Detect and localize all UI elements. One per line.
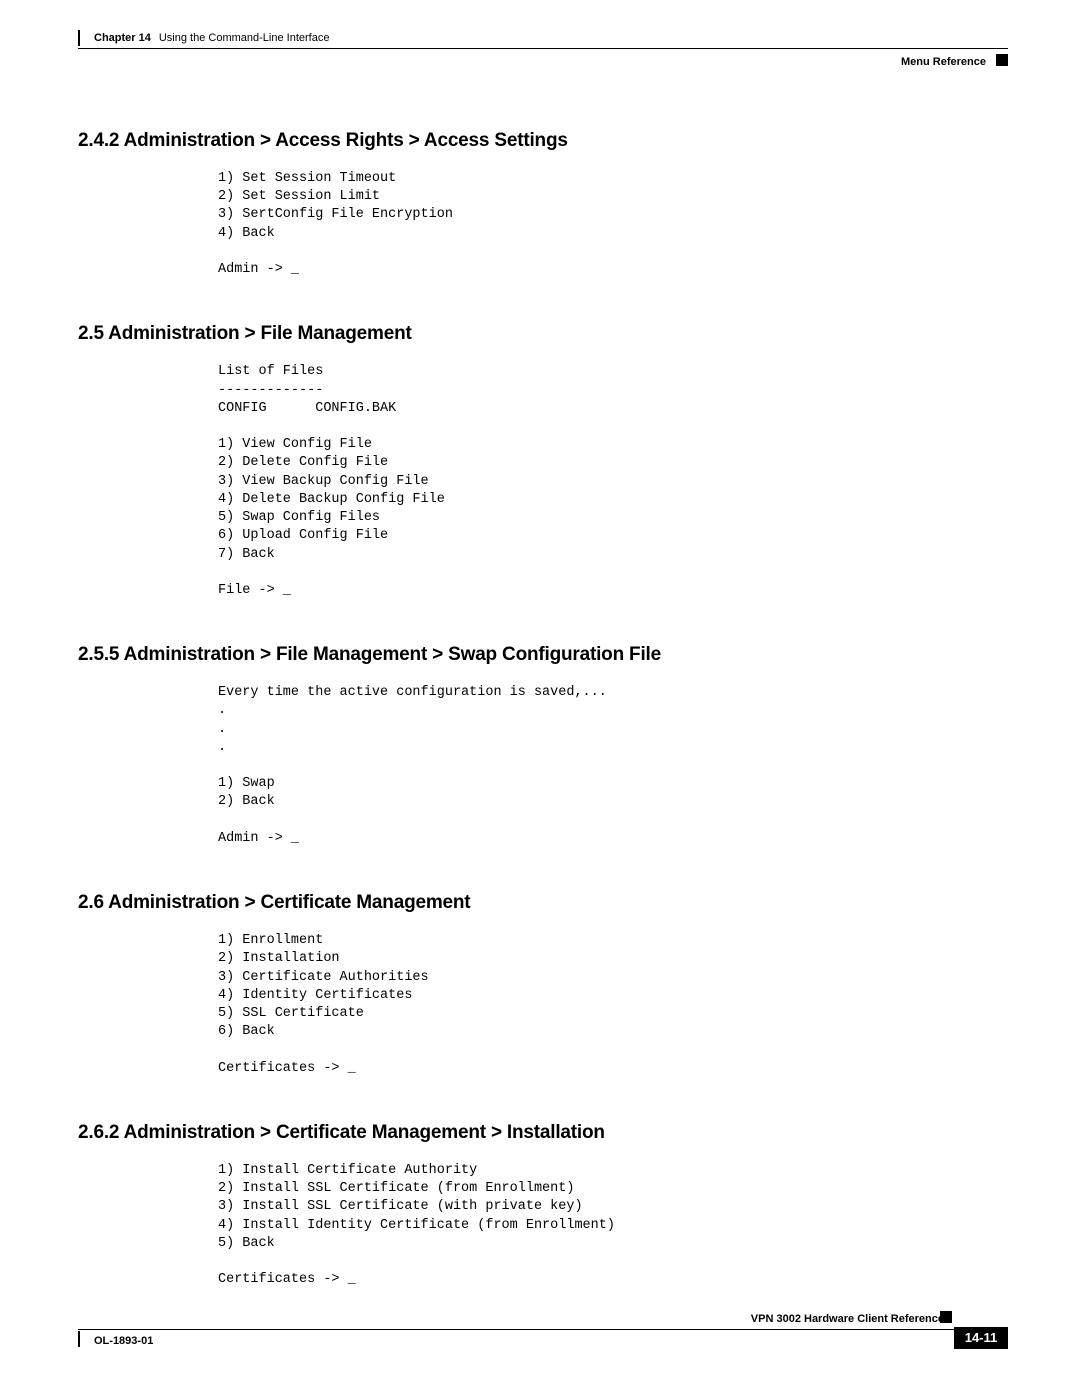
section-heading: 2.6.2 Administration > Certificate Manag… — [78, 1122, 1008, 1144]
code-block: 1) Enrollment 2) Installation 3) Certifi… — [218, 932, 1008, 1078]
page-footer: VPN 3002 Hardware Client Reference OL-18… — [78, 1315, 1008, 1355]
header-chapter: Chapter 14 Using the Command-Line Interfa… — [94, 32, 329, 44]
chapter-label: Chapter 14 — [94, 32, 151, 44]
footer-line — [78, 1329, 1008, 1330]
page-header: Chapter 14 Using the Command-Line Interfa… — [78, 30, 1008, 74]
chapter-title: Using the Command-Line Interface — [159, 32, 330, 44]
page-number: 14-11 — [954, 1327, 1008, 1349]
page-content: Chapter 14 Using the Command-Line Interfa… — [78, 30, 1008, 1289]
footer-ol: OL-1893-01 — [94, 1335, 153, 1347]
code-block: List of Files ------------- CONFIG CONFI… — [218, 363, 1008, 600]
header-line — [78, 48, 1008, 49]
section-heading: 2.5 Administration > File Management — [78, 323, 1008, 345]
main-content: 2.4.2 Administration > Access Rights > A… — [78, 130, 1008, 1289]
header-square-icon — [996, 54, 1008, 66]
section-heading: 2.5.5 Administration > File Management >… — [78, 644, 1008, 666]
footer-rule — [78, 1331, 80, 1347]
code-block: 1) Set Session Timeout 2) Set Session Li… — [218, 170, 1008, 279]
header-menu-ref: Menu Reference — [901, 56, 986, 68]
header-rule — [78, 30, 80, 46]
section-heading: 2.4.2 Administration > Access Rights > A… — [78, 130, 1008, 152]
footer-doc-title: VPN 3002 Hardware Client Reference — [751, 1313, 944, 1325]
code-block: Every time the active configuration is s… — [218, 684, 1008, 848]
code-block: 1) Install Certificate Authority 2) Inst… — [218, 1162, 1008, 1290]
section-heading: 2.6 Administration > Certificate Managem… — [78, 892, 1008, 914]
